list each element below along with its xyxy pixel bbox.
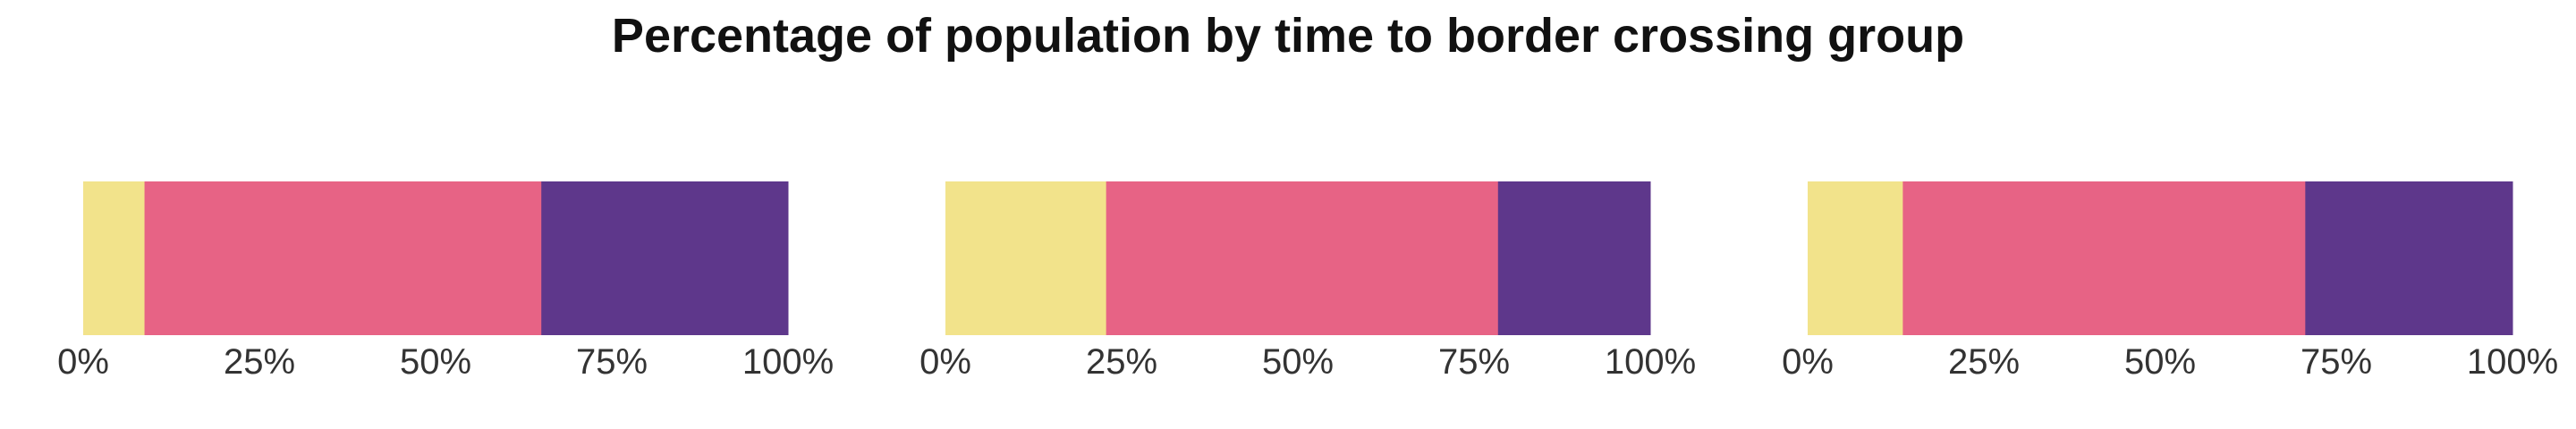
bar-segment-p3-s3 [2305,181,2513,335]
x-tick-label-p3-3: 75% [2301,342,2372,382]
x-tick-label-p3-0: 0% [1782,342,1834,382]
x-tick-label-p2-2: 50% [1262,342,1334,382]
panel-2: 0% 25% 50% 75% 100% [919,181,1696,382]
x-tick-label-p2-0: 0% [919,342,971,382]
bar-segment-p3-s2 [1902,181,2306,335]
x-tick-label-p1-3: 75% [576,342,648,382]
bar-segment-p2-s1 [945,181,1107,335]
panel-3: 0% 25% 50% 75% 100% [1782,181,2558,382]
x-tick-label-p2-1: 25% [1086,342,1157,382]
x-tick-label-p1-4: 100% [742,342,834,382]
bar-segment-p1-s1 [83,181,146,335]
bar-segment-p2-s3 [1497,181,1651,335]
chart-panels: 0% 25% 50% 75% 100% 0% 25% 50% 75% 100% 0% 25% 50% 75… [57,181,2558,382]
panel-1: 0% 25% 50% 75% 100% [57,181,834,382]
bar-segment-p1-s2 [144,181,542,335]
x-tick-label-p2-4: 100% [1605,342,1696,382]
x-tick-label-p2-3: 75% [1438,342,1510,382]
bar-segment-p2-s2 [1106,181,1499,335]
bar-segment-p1-s3 [541,181,789,335]
chart-title: Percentage of population by time to bord… [611,9,1965,63]
bar-segment-p3-s1 [1808,181,1903,335]
x-tick-label-p1-1: 25% [224,342,295,382]
x-tick-label-p3-1: 25% [1948,342,2020,382]
x-tick-label-p1-2: 50% [400,342,471,382]
x-tick-label-p3-4: 100% [2467,342,2558,382]
x-tick-label-p3-2: 50% [2124,342,2196,382]
x-tick-label-p1-0: 0% [57,342,109,382]
